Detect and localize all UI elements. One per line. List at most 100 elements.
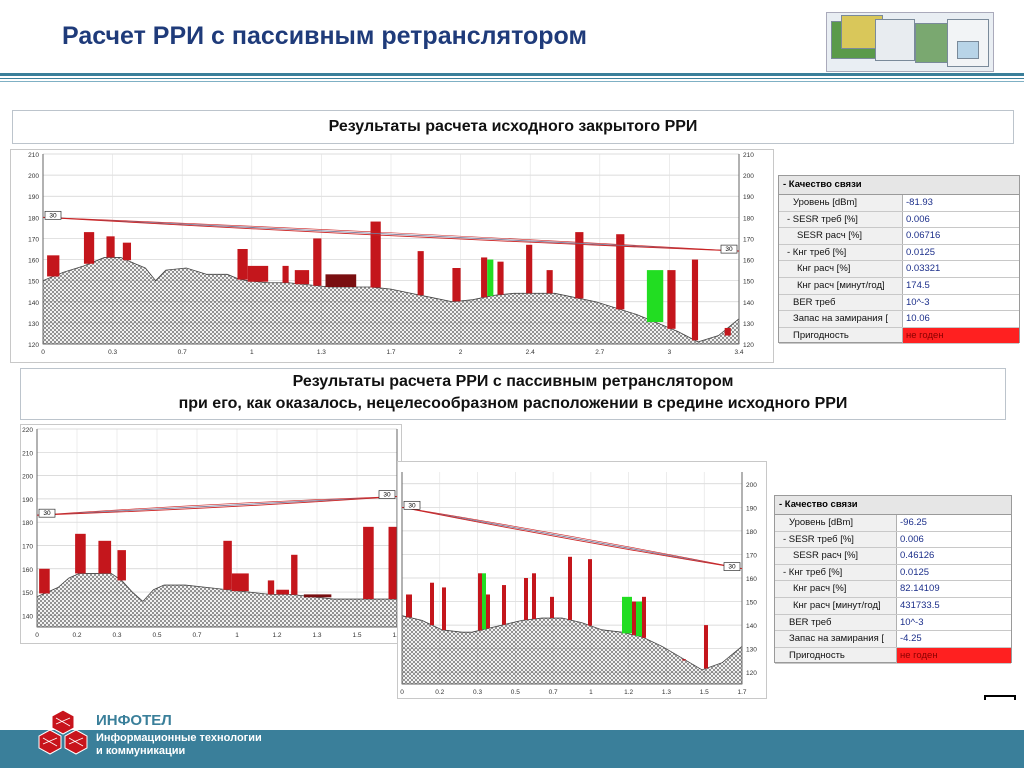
antenna-marker: 30 (38, 508, 56, 518)
caption-original-link-text: Результаты расчета исходного закрытого Р… (328, 118, 698, 135)
antenna-height-label: 30 (408, 502, 416, 509)
quality-table-label: Кнг расч [минут/год] (779, 277, 903, 294)
x-tick-label: 2.7 (595, 349, 604, 356)
quality-table-value: 174.5 (903, 277, 1019, 294)
obstacle-bar (294, 270, 310, 285)
y-tick-label: 160 (743, 258, 754, 265)
obstacle-bar (276, 589, 289, 595)
y-tick-label: 150 (28, 279, 39, 286)
x-tick-label: 3 (668, 349, 672, 356)
obstacle-bar (691, 259, 699, 341)
footer-top (0, 700, 1024, 730)
antenna-marker: 30 (378, 490, 396, 499)
y-tick-label: 200 (746, 482, 757, 489)
y-tick-label: 170 (746, 552, 757, 559)
obstacle-bar-clear (646, 270, 664, 323)
obstacle-bar (282, 265, 289, 283)
quality-table-row: Запас на замирания [10.06 (779, 311, 1019, 328)
obstacle-bar (430, 582, 434, 626)
quality-table-header: - Качество связи (775, 496, 1011, 515)
antenna-height-label: 30 (725, 246, 733, 253)
fresnel-zone (42, 216, 740, 252)
quality-table-value: 0.06716 (903, 228, 1019, 244)
y-tick-label: 210 (22, 450, 33, 457)
x-tick-label: 1 (250, 349, 254, 356)
quality-table-label: SESR расч [%] (779, 228, 903, 244)
obstacle-bar (526, 244, 533, 294)
quality-table-value: не годен (897, 647, 1011, 664)
quality-table-label: Пригодность (775, 647, 897, 664)
obstacle-bar (546, 270, 553, 294)
quality-table-label: - Кнг треб [%] (775, 564, 897, 581)
fresnel-zone (42, 217, 740, 252)
y-tick-label: 150 (743, 279, 754, 286)
quality-table-row: Кнг расч [минут/год] 174.5 (779, 277, 1019, 295)
obstacle-bar (616, 234, 625, 310)
header-divider-2 (0, 78, 1024, 79)
obstacle-bar (667, 270, 676, 329)
quality-table-label: Запас на замирания [ (779, 311, 903, 327)
y-tick-label: 200 (28, 173, 39, 180)
obstacle-bar (303, 594, 332, 598)
obstacle-bar (682, 659, 686, 661)
quality-table-value: 0.0125 (903, 244, 1019, 261)
y-tick-label: 130 (746, 647, 757, 654)
x-tick-label: 1.3 (662, 689, 671, 696)
quality-table-row: - SESR треб [%] 0.006 (775, 531, 1011, 549)
quality-table-label: - SESR треб [%] (779, 211, 903, 228)
antenna-height-label: 30 (728, 564, 736, 571)
quality-table-repeater: - Качество связи Уровень [dBm] -96.25- SE… (774, 495, 1012, 665)
obstacle-bar (237, 249, 248, 280)
x-tick-label: 1.3 (312, 632, 321, 639)
obstacle-bar (486, 594, 490, 629)
line-of-sight (401, 506, 743, 570)
obstacle-bar (575, 232, 584, 299)
obstacle-bar (98, 540, 112, 574)
quality-table-header: - Качество связи (779, 176, 1019, 195)
obstacle-bar (406, 594, 412, 618)
x-tick-label: 0.5 (152, 632, 161, 639)
x-tick-label: 1 (235, 632, 239, 639)
obstacle-bar (388, 526, 397, 600)
quality-table-row: SESR расч [%] 0.06716 (779, 228, 1019, 245)
antenna-height-label: 30 (383, 492, 391, 499)
obstacle-bar (632, 601, 636, 636)
obstacle-bar (524, 578, 528, 620)
y-tick-label: 180 (28, 215, 39, 222)
software-screens-thumbnail (826, 12, 994, 72)
profile-chart-hop1-svg: 220 210 200 190 180 170 160 150 140 0 0.2 0.3 0.5 0.7… (22, 427, 401, 639)
obstacle-bar (247, 265, 269, 282)
y-tick-label: 180 (22, 520, 33, 527)
footer-band (0, 730, 1024, 768)
quality-table-row: Пригодность не годен (775, 647, 1011, 665)
obstacle-bar (106, 236, 115, 258)
caption-original-link: Результаты расчета исходного закрытого Р… (12, 110, 1014, 144)
obstacle-bar (325, 274, 357, 287)
quality-table-label: Кнг расч [минут/год] (775, 597, 897, 614)
x-tick-label: 1.7 (386, 349, 395, 356)
fresnel-zone (401, 507, 743, 569)
x-tick-label: 1.2 (272, 632, 281, 639)
quality-table-value: 10^-3 (903, 294, 1019, 311)
obstacle-bar (313, 238, 322, 286)
y-tick-label: 120 (743, 342, 754, 349)
y-tick-label: 180 (743, 215, 754, 222)
line-of-sight (42, 216, 740, 252)
antenna-marker: 30 (720, 244, 738, 254)
infotel-logo-icon (38, 709, 88, 755)
x-tick-label: 0.3 (108, 349, 117, 356)
quality-table-row: - SESR треб [%] 0.006 (779, 211, 1019, 229)
thumbnail-window (957, 41, 979, 59)
footer-tagline-line1: Информационные технологии (96, 732, 262, 744)
x-tick-label: 0.7 (192, 632, 201, 639)
obstacle-bar (417, 251, 424, 296)
quality-table-value: -4.25 (897, 631, 1011, 647)
y-tick-label: 190 (746, 505, 757, 512)
y-tick-label: 190 (28, 194, 39, 201)
obstacle-bar-clear (636, 601, 642, 637)
y-tick-label: 200 (743, 173, 754, 180)
obstacle-bar (231, 573, 249, 592)
quality-table-value: 0.46126 (897, 548, 1011, 564)
slide-title: Расчет РРИ с пассивным ретранслятором (62, 22, 587, 50)
obstacle-bar-clear (487, 259, 494, 297)
